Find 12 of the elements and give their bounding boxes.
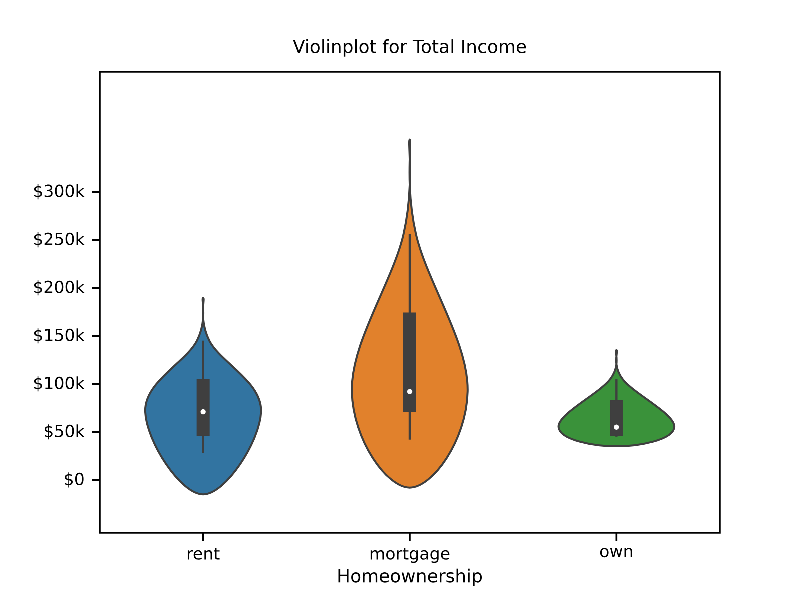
y-tick-label: $50k [45,424,85,440]
y-tick-label: $100k [34,376,85,392]
x-tick-label: mortgage [370,548,450,564]
y-tick-label: $0 [65,472,84,488]
x-tick-label: own [600,548,632,558]
x-tick-label: rent [188,548,220,560]
y-tick-label: $150k [34,328,85,344]
x-axis-title: Homeownership [338,568,482,586]
y-tick-label: $300k [34,184,85,200]
y-tick-label: $200k [34,280,85,296]
chart-title: Violinplot for Total Income [293,40,526,57]
y-tick-label: $250k [34,232,85,248]
